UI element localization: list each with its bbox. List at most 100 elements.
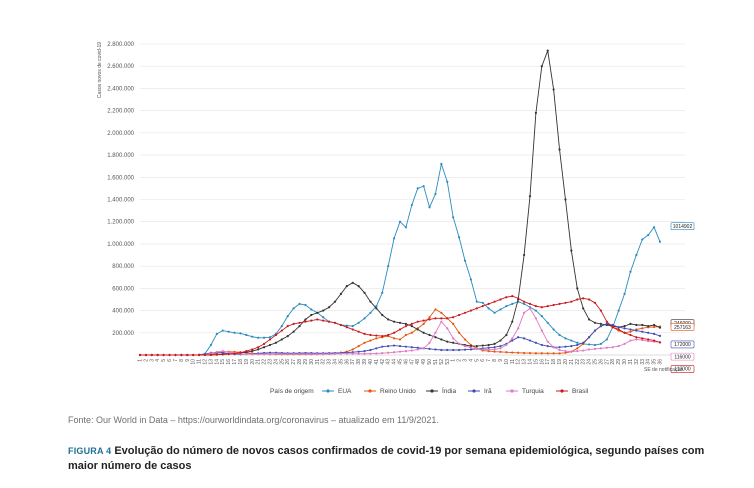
legend-swatch-dot [560, 389, 564, 393]
y-tick-label: 600.000 [112, 286, 134, 292]
x-tick-label: 4 [155, 359, 161, 362]
x-axis-ticks: 1 2 3 4 5 6 7 8 9 10 11 12 13 14 15 16 17 18 19 20 21 22 23 24 2… [138, 359, 664, 365]
data-point [629, 322, 632, 325]
data-point [375, 307, 378, 310]
data-point [641, 337, 644, 340]
x-tick-label: 14 [214, 359, 220, 365]
series-turquia [138, 307, 662, 357]
data-point [641, 338, 644, 342]
x-tick-label: 20 [250, 359, 256, 365]
data-point [587, 348, 591, 351]
data-point [369, 300, 372, 303]
x-tick-label: 38 [356, 359, 362, 365]
data-point [546, 305, 549, 308]
data-point [587, 343, 591, 346]
data-point [369, 311, 372, 314]
x-tick-label: 17 [545, 359, 551, 365]
data-point [428, 316, 431, 319]
x-tick-label: 49 [421, 359, 427, 365]
data-point [245, 353, 248, 356]
data-point [522, 302, 526, 306]
x-tick-label: 44 [392, 359, 398, 365]
x-tick-label: 23 [268, 359, 274, 365]
data-point [268, 353, 272, 356]
data-point [546, 345, 549, 348]
data-point [351, 348, 354, 351]
data-point [363, 350, 366, 353]
data-point [658, 341, 662, 344]
data-point [457, 313, 461, 317]
legend-item: Brasil [556, 388, 589, 395]
data-point [511, 295, 514, 298]
data-point [564, 337, 567, 340]
data-point [570, 345, 573, 348]
legend-swatch-dot [472, 389, 476, 393]
x-tick-label: 41 [374, 359, 380, 365]
series-line [140, 308, 661, 356]
x-tick-label: 7 [173, 359, 179, 362]
data-point [221, 350, 224, 353]
data-point [564, 198, 567, 201]
data-point [487, 343, 490, 347]
data-point [635, 336, 638, 339]
callouts-layer: 1014902246000257163172000116000113000 [670, 222, 695, 373]
figure-label: FIGURA 4 [68, 446, 112, 456]
y-tick-label: 800.000 [112, 264, 134, 270]
data-point [428, 333, 431, 337]
data-point [499, 350, 502, 353]
data-point [304, 320, 307, 323]
x-tick-label: 33 [327, 359, 333, 365]
data-point [534, 341, 538, 344]
legend-label: Reino Unido [380, 388, 416, 395]
legend-item: Índia [426, 386, 456, 395]
data-point [363, 332, 366, 335]
data-point [304, 353, 307, 356]
x-tick-label: 30 [309, 359, 315, 365]
data-point [576, 343, 579, 347]
data-point [528, 302, 532, 306]
callout-label: 1014902 [673, 224, 693, 230]
data-point [398, 328, 402, 331]
data-point [587, 318, 591, 321]
callout-brasil: 113000 [670, 365, 695, 373]
data-point [540, 306, 543, 309]
data-point [369, 352, 372, 355]
data-point [522, 351, 526, 355]
data-point [446, 327, 449, 330]
x-tick-label: 32 [634, 359, 640, 365]
data-point [511, 337, 514, 340]
data-point [404, 322, 408, 325]
data-point [617, 345, 620, 348]
data-point [457, 331, 461, 334]
data-point [605, 346, 608, 349]
data-point [475, 300, 478, 303]
data-point [552, 303, 555, 307]
x-tick-label: 14 [528, 359, 534, 365]
data-point [475, 347, 478, 350]
data-point [209, 353, 213, 356]
data-point [257, 348, 260, 351]
data-point [558, 333, 561, 337]
data-point [357, 330, 360, 333]
data-point [623, 325, 626, 328]
data-point [375, 352, 378, 355]
data-point [647, 331, 650, 334]
data-point [239, 332, 242, 335]
data-point [387, 351, 390, 354]
series-eua [138, 162, 662, 357]
data-point [286, 353, 289, 356]
x-tick-label: 28 [297, 359, 303, 365]
x-tick-label: 46 [403, 359, 409, 365]
data-point [428, 341, 431, 344]
data-point [617, 328, 620, 331]
data-point [463, 311, 467, 314]
data-point [428, 206, 431, 209]
data-point [534, 317, 538, 320]
y-tick-label: 1.600.000 [107, 175, 134, 181]
data-point [197, 353, 201, 357]
data-point [493, 346, 496, 349]
data-point [404, 333, 408, 337]
data-point [440, 311, 443, 314]
data-point [381, 313, 384, 317]
x-tick-label: 12 [203, 359, 209, 365]
